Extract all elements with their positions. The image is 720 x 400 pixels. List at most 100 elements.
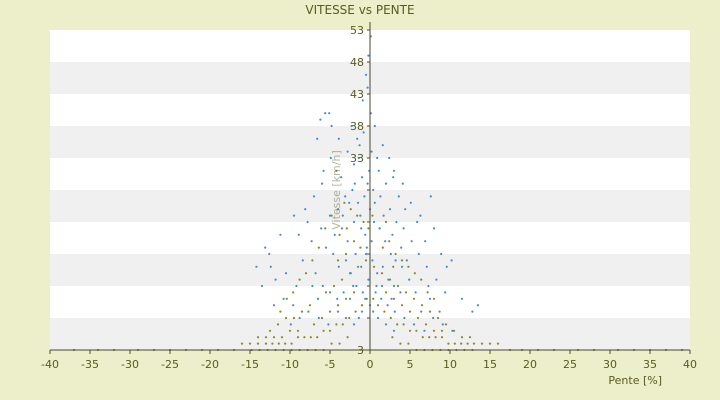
olive-data-point — [340, 278, 344, 281]
blue-data-point — [429, 195, 432, 198]
blue-data-point — [435, 278, 438, 281]
olive-data-point — [348, 316, 351, 320]
olive-data-point — [303, 336, 306, 339]
blue-data-point — [375, 284, 378, 288]
olive-data-point — [371, 214, 374, 217]
blue-data-point — [450, 259, 453, 262]
blue-data-point — [427, 284, 430, 288]
olive-data-point — [447, 342, 450, 345]
blue-data-point — [392, 169, 396, 172]
olive-data-point — [240, 342, 244, 345]
olive-data-point — [396, 284, 400, 288]
x-tick-label: -10 — [281, 358, 299, 371]
blue-data-point — [423, 329, 426, 332]
blue-data-point — [388, 156, 391, 160]
olive-data-point — [460, 336, 464, 339]
olive-data-point — [394, 252, 397, 256]
blue-data-point — [292, 304, 295, 307]
olive-data-point — [285, 297, 288, 300]
olive-data-point — [268, 329, 272, 332]
olive-data-point — [336, 304, 340, 307]
blue-data-point — [393, 310, 396, 313]
blue-data-point — [389, 252, 392, 256]
blue-data-point — [376, 316, 380, 320]
blue-data-point — [327, 323, 330, 326]
olive-data-point — [383, 310, 386, 313]
blue-data-point — [361, 291, 364, 294]
y-tick-label: 43 — [350, 88, 364, 101]
blue-data-point — [357, 316, 360, 320]
olive-data-point — [284, 316, 288, 320]
olive-data-point — [365, 297, 368, 300]
blue-data-point — [384, 182, 388, 185]
blue-data-point — [268, 252, 271, 256]
blue-data-point — [451, 329, 454, 332]
blue-data-point — [292, 214, 296, 217]
olive-data-point — [344, 252, 348, 256]
blue-data-point — [360, 310, 364, 313]
blue-data-point — [438, 310, 441, 313]
blue-data-point — [348, 297, 352, 300]
blue-data-point — [445, 265, 448, 268]
blue-data-point — [397, 195, 400, 198]
olive-data-point — [460, 342, 463, 345]
blue-data-point — [400, 265, 404, 268]
blue-data-point — [408, 278, 411, 281]
blue-data-point — [364, 252, 368, 256]
olive-data-point — [388, 278, 392, 281]
blue-data-point — [382, 214, 385, 217]
olive-data-point — [452, 329, 456, 332]
blue-data-point — [321, 284, 324, 288]
olive-data-point — [322, 329, 325, 332]
olive-data-point — [343, 201, 346, 204]
olive-data-point — [434, 336, 437, 339]
olive-data-point — [309, 336, 312, 339]
y-tick-label: 48 — [350, 56, 364, 69]
blue-data-point — [384, 240, 387, 243]
blue-data-point — [272, 304, 276, 307]
olive-data-point — [308, 304, 312, 307]
blue-data-point — [379, 195, 382, 198]
olive-data-point — [317, 246, 320, 249]
x-tick-label: 20 — [523, 358, 537, 371]
x-tick-label: -15 — [241, 358, 259, 371]
olive-data-point — [416, 316, 420, 320]
blue-data-point — [314, 272, 317, 275]
blue-data-point — [392, 329, 396, 332]
x-tick-label: -20 — [201, 358, 219, 371]
blue-data-point — [364, 233, 367, 236]
blue-data-point — [377, 169, 380, 172]
blue-data-point — [460, 297, 464, 300]
olive-data-point — [304, 272, 308, 275]
blue-data-point — [372, 188, 375, 192]
olive-data-point — [352, 240, 356, 243]
blue-data-point — [432, 227, 436, 230]
olive-data-point — [338, 233, 341, 236]
olive-data-point — [381, 246, 384, 249]
olive-data-point — [292, 291, 295, 294]
blue-data-point — [414, 291, 417, 294]
olive-data-point — [408, 329, 412, 332]
blue-data-point — [356, 137, 359, 140]
olive-data-point — [396, 323, 399, 326]
blue-data-point — [362, 131, 365, 134]
blue-data-point — [330, 124, 333, 128]
olive-data-point — [392, 265, 395, 268]
olive-data-point — [271, 342, 274, 345]
olive-data-point — [468, 336, 472, 339]
blue-data-point — [476, 304, 480, 307]
chart-title: VITESSE vs PENTE — [305, 3, 414, 17]
blue-data-point — [282, 297, 285, 300]
olive-data-point — [372, 297, 375, 300]
olive-data-point — [362, 220, 365, 224]
olive-data-point — [432, 329, 436, 332]
blue-data-point — [260, 284, 264, 288]
olive-data-point — [320, 316, 324, 320]
blue-data-point — [346, 150, 349, 153]
blue-data-point — [336, 297, 339, 300]
blue-data-point — [319, 118, 322, 121]
blue-data-point — [350, 124, 353, 128]
blue-data-point — [337, 137, 340, 140]
blue-data-point — [364, 73, 368, 76]
olive-data-point — [296, 336, 300, 339]
